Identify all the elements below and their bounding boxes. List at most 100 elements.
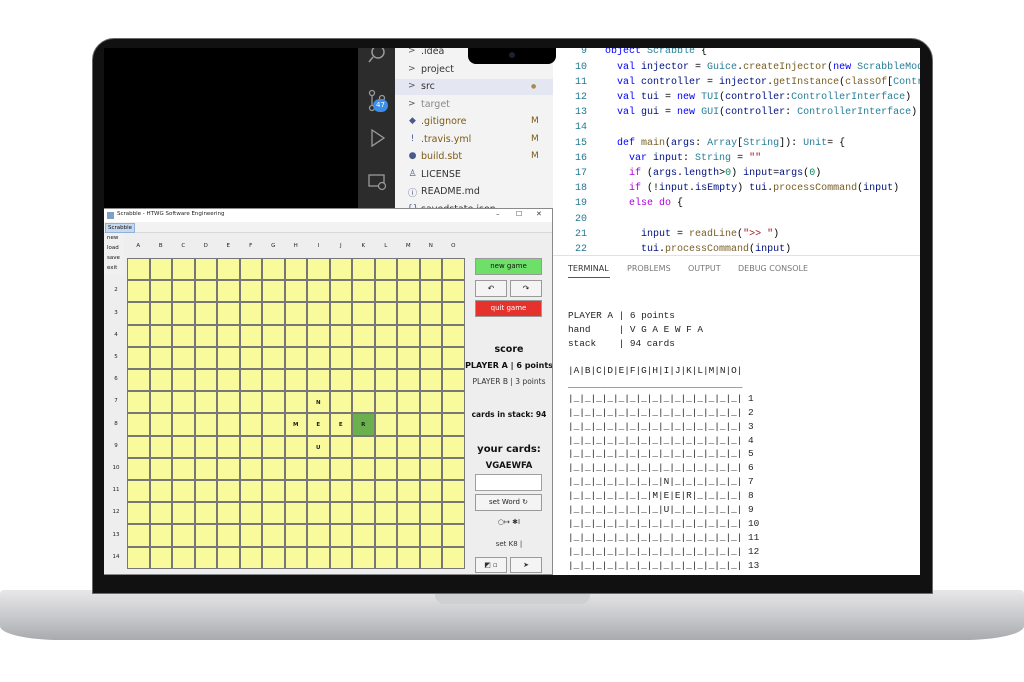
board-cell[interactable] [239,480,262,503]
board-cell[interactable] [284,302,307,325]
board-cell[interactable] [397,280,420,303]
board-cell[interactable] [149,546,172,569]
board-cell[interactable] [419,258,442,281]
board-cell[interactable] [127,457,150,480]
board-cell[interactable] [172,391,195,414]
board-cell[interactable] [239,324,262,347]
board-cell[interactable] [374,391,397,414]
board-cell[interactable] [262,280,285,303]
board-cell[interactable] [397,546,420,569]
board-cell[interactable] [127,435,150,458]
board-cell[interactable] [239,413,262,436]
board-cell[interactable] [217,546,240,569]
board-cell[interactable] [397,391,420,414]
board-cell[interactable] [262,524,285,547]
button[interactable]: set Word ↻ [475,494,542,511]
board-cell[interactable]: E [307,413,330,436]
menu[interactable]: Scrabble [105,223,136,233]
board-cell[interactable] [374,258,397,281]
board-cell[interactable] [307,258,330,281]
board-cell[interactable] [217,346,240,369]
board-cell[interactable] [352,258,375,281]
board-cell[interactable] [442,369,465,392]
board-cell[interactable] [239,346,262,369]
board-cell[interactable] [442,524,465,547]
board-cell[interactable] [239,435,262,458]
board-cell[interactable] [172,346,195,369]
panel-tab[interactable]: OUTPUT [688,264,721,273]
board-cell[interactable] [329,524,352,547]
board-cell[interactable] [194,480,217,503]
board-cell[interactable] [172,324,195,347]
board-cell[interactable] [329,369,352,392]
panel-tab[interactable]: DEBUG CONSOLE [738,264,809,273]
board-cell[interactable] [149,369,172,392]
board-cell[interactable] [374,369,397,392]
board-cell[interactable] [307,324,330,347]
board-cell[interactable] [217,413,240,436]
board-cell[interactable] [397,502,420,525]
board-cell[interactable] [217,480,240,503]
board-cell[interactable] [442,302,465,325]
board-cell[interactable] [127,258,150,281]
board-cell[interactable] [284,546,307,569]
board-cell[interactable] [149,280,172,303]
board-cell[interactable] [194,369,217,392]
board-cell[interactable] [442,258,465,281]
board-cell[interactable] [284,457,307,480]
board-cell[interactable] [262,346,285,369]
board-cell[interactable] [284,346,307,369]
board-cell[interactable] [442,324,465,347]
board-cell[interactable] [172,435,195,458]
board-cell[interactable] [262,435,285,458]
board-cell[interactable] [284,391,307,414]
board-cell[interactable] [397,302,420,325]
window-control[interactable]: ☐ [516,210,523,218]
board-cell[interactable] [374,413,397,436]
board-cell[interactable] [329,346,352,369]
board-cell[interactable] [352,302,375,325]
board-cell[interactable] [172,546,195,569]
board-cell[interactable] [329,457,352,480]
board-cell[interactable] [262,480,285,503]
button[interactable]: ↷ [510,280,542,297]
board-cell[interactable] [284,258,307,281]
board-cell[interactable] [352,346,375,369]
board-cell[interactable] [262,391,285,414]
board-cell[interactable] [352,457,375,480]
board-cell[interactable] [239,258,262,281]
board-cell[interactable] [172,480,195,503]
menu-item[interactable]: save [107,255,120,261]
board-cell[interactable] [419,413,442,436]
file-name[interactable]: build.sbt [421,151,463,162]
board-cell[interactable] [239,391,262,414]
board-cell[interactable]: N [307,391,330,414]
board-cell[interactable] [127,324,150,347]
file-name[interactable]: .gitignore [421,116,467,127]
board-cell[interactable] [374,457,397,480]
board-cell[interactable] [217,280,240,303]
board-cell[interactable] [217,391,240,414]
board-cell[interactable] [442,346,465,369]
board-cell[interactable] [239,546,262,569]
board-cell[interactable] [127,524,150,547]
board-cell[interactable] [149,413,172,436]
board-cell[interactable] [172,280,195,303]
board-cell[interactable] [194,346,217,369]
text-input[interactable] [475,474,542,491]
board-cell[interactable] [442,480,465,503]
board-cell[interactable] [239,524,262,547]
board-cell[interactable] [307,369,330,392]
board-cell[interactable] [262,369,285,392]
board-cell[interactable] [329,280,352,303]
board-cell[interactable] [352,369,375,392]
board-cell[interactable] [262,302,285,325]
board-cell[interactable] [329,302,352,325]
board-cell[interactable] [419,480,442,503]
board-cell[interactable] [284,280,307,303]
board-cell[interactable] [442,457,465,480]
board-cell[interactable] [419,280,442,303]
board-cell[interactable] [149,258,172,281]
file-name[interactable]: README.md [421,186,480,197]
board-cell[interactable] [397,480,420,503]
